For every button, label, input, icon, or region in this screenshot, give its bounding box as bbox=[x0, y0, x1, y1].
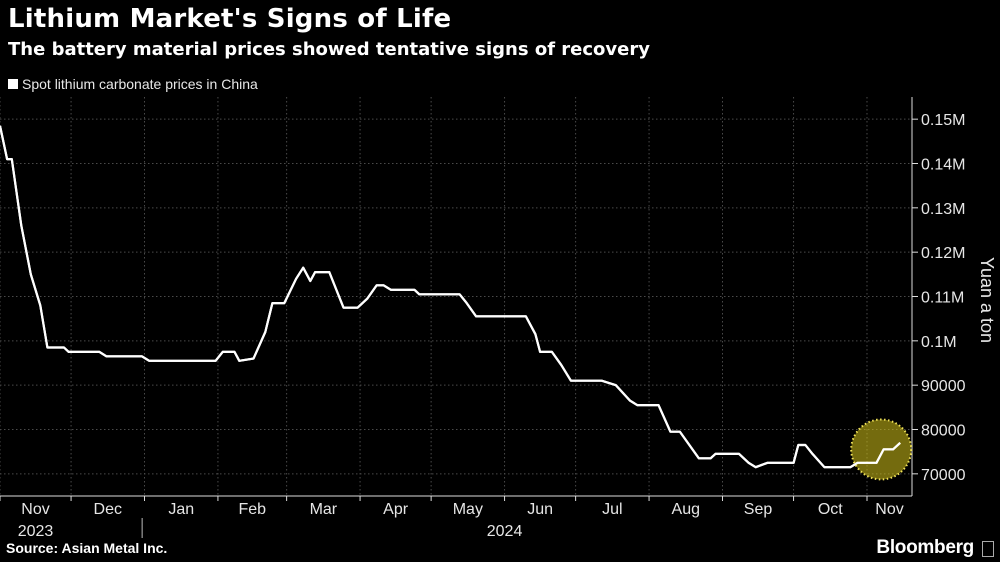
year-label: 2024 bbox=[487, 523, 523, 540]
y-tick-label: 0.13M bbox=[921, 201, 965, 218]
annotation-layer bbox=[0, 125, 913, 481]
legend-label: Spot lithium carbonate prices in China bbox=[22, 76, 258, 92]
x-tick-label: Dec bbox=[94, 501, 122, 518]
bloomberg-logo: Bloomberg bbox=[876, 537, 974, 558]
y-tick-label: 0.14M bbox=[921, 157, 965, 174]
y-tick-label: 90000 bbox=[921, 378, 966, 395]
highlight-circle-border bbox=[850, 418, 913, 481]
x-tick-label: Mar bbox=[310, 501, 338, 518]
y-tick-label: 0.1M bbox=[921, 334, 957, 351]
x-tick-label: Jul bbox=[602, 501, 622, 518]
legend-swatch bbox=[8, 79, 18, 89]
y-axis-title: Yuan a ton bbox=[977, 257, 997, 343]
x-tick-label: Jan bbox=[168, 501, 194, 518]
x-tick-label: Nov bbox=[875, 501, 903, 518]
x-tick-label: Jun bbox=[527, 501, 553, 518]
y-axis: 70000 80000 90000 0.1M 0.11M 0.12M 0.13M 0.14M 0… bbox=[911, 97, 997, 496]
chart-subtitle: The battery material prices showed tenta… bbox=[8, 39, 650, 60]
x-tick-label: May bbox=[453, 501, 483, 518]
legend: Spot lithium carbonate prices in China bbox=[8, 76, 258, 92]
y-tick-label: 80000 bbox=[921, 423, 966, 440]
chart-title: Lithium Market's Signs of Life bbox=[8, 4, 452, 34]
y-tick-label: 0.11M bbox=[921, 290, 964, 307]
x-tick-label: Apr bbox=[383, 501, 409, 518]
year-label: 2023 bbox=[18, 523, 54, 540]
x-tick-label: Oct bbox=[818, 501, 843, 518]
x-tick-label: Feb bbox=[238, 501, 266, 518]
series-line-overlay bbox=[0, 125, 901, 469]
highlight-circle bbox=[851, 419, 912, 480]
source-note: Source: Asian Metal Inc. bbox=[6, 540, 168, 556]
brand-mark-icon bbox=[982, 541, 994, 557]
x-tick-label: Nov bbox=[21, 501, 49, 518]
y-tick-label: 0.12M bbox=[921, 245, 965, 262]
y-tick-label: 70000 bbox=[921, 467, 966, 484]
grid-lines bbox=[0, 97, 912, 496]
x-tick-label: Aug bbox=[672, 501, 700, 518]
y-tick-label: 0.15M bbox=[921, 112, 965, 129]
x-tick-label: Sep bbox=[744, 501, 773, 518]
x-axis: Nov Dec Jan Feb Mar Apr May Jun Jul Aug Sep Oct Nov 2… bbox=[0, 495, 912, 540]
